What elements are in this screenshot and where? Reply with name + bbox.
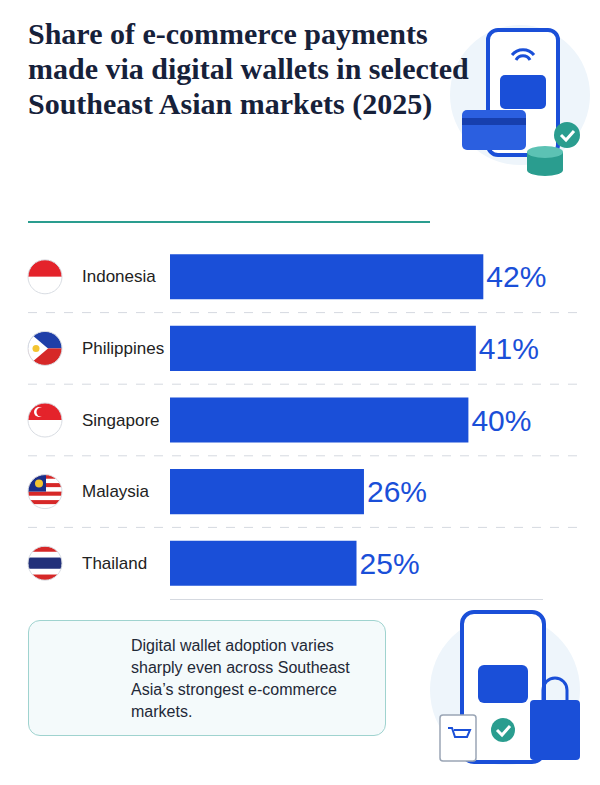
svg-text:40%: 40%	[471, 404, 531, 437]
svg-text:Thailand: Thailand	[82, 554, 147, 573]
svg-text:26%: 26%	[367, 475, 427, 508]
svg-text:Philippines: Philippines	[82, 339, 164, 358]
svg-text:42%: 42%	[486, 260, 546, 293]
svg-text:Indonesia: Indonesia	[82, 267, 156, 286]
svg-text:Singapore: Singapore	[82, 411, 160, 430]
svg-text:41%: 41%	[479, 332, 539, 365]
html-text:Digital wallet adoption varies: Digital wallet adoption varies sharply e…	[131, 637, 350, 720]
svg-text:25%: 25%	[360, 547, 420, 580]
html-text:Share of e-commerce payments m: Share of e-commerce payments made via di…	[28, 17, 469, 120]
svg-text:Malaysia: Malaysia	[82, 482, 150, 501]
